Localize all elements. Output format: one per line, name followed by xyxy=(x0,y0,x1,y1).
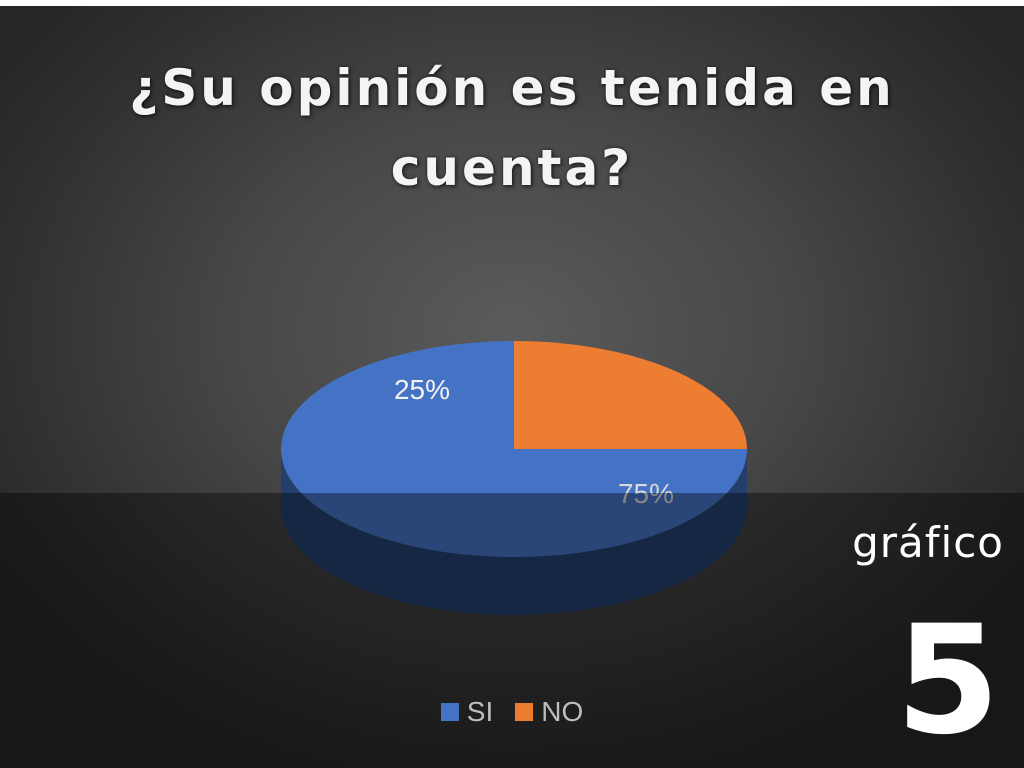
legend-swatch-si xyxy=(440,703,459,721)
overlay-word: gráfico xyxy=(852,518,1004,567)
pie-side-si xyxy=(281,449,747,615)
overlay-number: 5 xyxy=(895,594,1000,768)
legend-item-si: SI xyxy=(440,696,494,728)
legend-label-no: NO xyxy=(541,696,584,727)
chart-title: ¿Su opinión es tenida en cuenta? xyxy=(129,59,895,197)
pie-slice-no xyxy=(514,341,747,449)
pie-slice-si xyxy=(281,341,747,557)
top-border xyxy=(0,0,1024,6)
data-label-si: 75% xyxy=(618,478,674,509)
legend-label-si: SI xyxy=(466,696,494,727)
caption-band xyxy=(0,493,1024,768)
chart-legend: SI NO xyxy=(0,692,1024,732)
data-label-no: 25% xyxy=(394,374,450,405)
legend-item-no: NO xyxy=(515,696,583,728)
legend-swatch-no xyxy=(515,703,534,721)
